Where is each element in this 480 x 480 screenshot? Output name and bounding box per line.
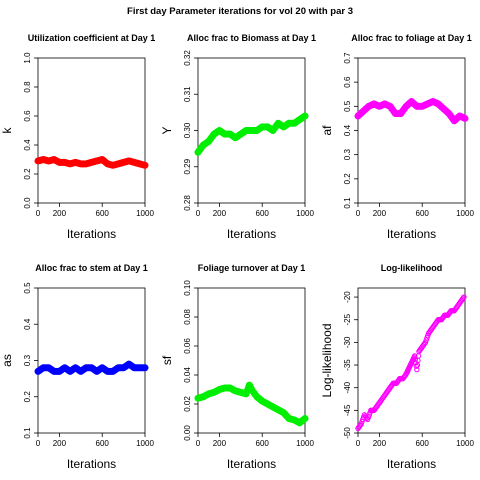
x-tick-label: 0 xyxy=(196,209,201,218)
y-tick-label: 0.1 xyxy=(343,197,352,209)
x-tick-label: 1000 xyxy=(136,209,154,218)
x-tick-label: 0 xyxy=(36,439,41,448)
x-axis-label: Iterations xyxy=(227,227,276,241)
y-tick-label: 0.4 xyxy=(23,139,32,151)
y-tick-label: 0.5 xyxy=(23,282,32,294)
y-tick-label: 0.10 xyxy=(183,280,192,296)
y-tick-label: 0.29 xyxy=(183,158,192,174)
y-tick-label: 0.28 xyxy=(183,195,192,211)
x-tick-label: 200 xyxy=(53,209,67,218)
x-tick-label: 0 xyxy=(196,439,201,448)
y-tick-label: 0.04 xyxy=(183,367,192,383)
data-point xyxy=(302,113,308,119)
plot-frame xyxy=(38,288,145,433)
y-tick-label: 0.2 xyxy=(343,173,352,185)
x-tick-label: 1000 xyxy=(296,439,314,448)
panel-title: Foliage turnover at Day 1 xyxy=(198,263,306,273)
panel-title: Alloc frac to Biomass at Day 1 xyxy=(187,33,316,43)
x-tick-label: 600 xyxy=(416,209,430,218)
x-tick-label: 200 xyxy=(53,439,67,448)
panel-1: Utilization coefficient at Day 1 0 200 600 1… xyxy=(0,33,155,241)
y-tick-label: -20 xyxy=(343,291,352,303)
x-tick-label: 200 xyxy=(373,439,387,448)
y-tick-label: -35 xyxy=(343,359,352,371)
y-tick-label: 0.6 xyxy=(23,110,32,122)
y-tick-label: 0.4 xyxy=(343,124,352,136)
y-axis-label: k xyxy=(0,127,14,134)
panel-title: Alloc frac to foliage at Day 1 xyxy=(351,33,472,43)
panel-title: Alloc frac to stem at Day 1 xyxy=(35,263,148,273)
y-tick-label: 0.00 xyxy=(183,425,192,441)
panels: Utilization coefficient at Day 1 0 200 600 1… xyxy=(0,33,474,471)
x-tick-label: 0 xyxy=(356,209,361,218)
plot-frame xyxy=(358,58,465,203)
y-tick-label: 0.32 xyxy=(183,50,192,66)
y-tick-label: -30 xyxy=(343,336,352,348)
y-tick-label: 0.02 xyxy=(183,396,192,412)
panel-3: Alloc frac to foliage at Day 1 0 200 600 100… xyxy=(320,33,474,241)
y-tick-label: 0.3 xyxy=(23,354,32,366)
panel-2: Alloc frac to Biomass at Day 1 0 200 600 100… xyxy=(160,33,316,241)
x-axis-label: Iterations xyxy=(67,227,116,241)
plot-frame xyxy=(198,288,305,433)
panel-title: Utilization coefficient at Day 1 xyxy=(28,33,156,43)
y-tick-label: 0.30 xyxy=(183,122,192,138)
data-point xyxy=(302,415,308,421)
panel-title: Log-likelihood xyxy=(381,263,443,273)
data-point xyxy=(142,162,148,168)
x-axis-label: Iterations xyxy=(387,227,436,241)
y-tick-label: -45 xyxy=(343,404,352,416)
y-tick-label: 0.8 xyxy=(23,81,32,93)
x-tick-label: 600 xyxy=(256,209,270,218)
y-tick-label: 1.0 xyxy=(23,52,32,64)
x-tick-label: 1000 xyxy=(456,439,474,448)
x-tick-label: 600 xyxy=(96,439,110,448)
y-tick-label: 0.3 xyxy=(343,149,352,161)
y-tick-label: -50 xyxy=(343,427,352,439)
y-tick-label: 0.7 xyxy=(343,52,352,64)
x-tick-label: 0 xyxy=(36,209,41,218)
y-axis-label: sf xyxy=(160,355,174,365)
y-axis-label: Log-likelihood xyxy=(320,323,334,397)
y-tick-label: 0.1 xyxy=(23,427,32,439)
y-tick-label: 0.5 xyxy=(343,100,352,112)
x-tick-label: 600 xyxy=(256,439,270,448)
y-axis-label: af xyxy=(320,125,334,136)
panel-4: Alloc frac to stem at Day 1 0 200 600 1000 0.… xyxy=(0,263,154,471)
x-axis-label: Iterations xyxy=(67,457,116,471)
x-tick-label: 600 xyxy=(416,439,430,448)
y-tick-label: 0.0 xyxy=(23,197,32,209)
y-tick-label: -25 xyxy=(343,313,352,325)
y-tick-label: 0.31 xyxy=(183,86,192,102)
data-point xyxy=(142,365,148,371)
panel-6: Log-likelihood 0 200 600 1000 -50 -45 -40 -35 -30… xyxy=(320,263,474,471)
y-tick-label: 0.6 xyxy=(343,76,352,88)
panel-5: Foliage turnover at Day 1 0 200 600 1000 0.00… xyxy=(160,263,314,471)
page-title: First day Parameter iterations for vol 2… xyxy=(127,6,353,17)
x-tick-label: 1000 xyxy=(296,209,314,218)
x-axis-label: Iterations xyxy=(387,457,436,471)
y-tick-label: 0.2 xyxy=(23,391,32,403)
plot-frame xyxy=(38,58,145,203)
y-tick-label: 0.08 xyxy=(183,309,192,325)
y-tick-label: 0.4 xyxy=(23,318,32,330)
y-tick-label: 0.2 xyxy=(23,168,32,180)
x-tick-label: 200 xyxy=(213,439,227,448)
y-axis-label: as xyxy=(0,354,14,367)
y-tick-label: 0.06 xyxy=(183,338,192,354)
x-tick-label: 600 xyxy=(96,209,110,218)
y-axis-label: Y xyxy=(160,126,174,134)
x-axis-label: Iterations xyxy=(227,457,276,471)
x-tick-label: 1000 xyxy=(136,439,154,448)
x-tick-label: 1000 xyxy=(456,209,474,218)
y-tick-label: -40 xyxy=(343,381,352,393)
data-point xyxy=(462,115,468,121)
x-tick-label: 200 xyxy=(373,209,387,218)
x-tick-label: 0 xyxy=(356,439,361,448)
x-tick-label: 200 xyxy=(213,209,227,218)
